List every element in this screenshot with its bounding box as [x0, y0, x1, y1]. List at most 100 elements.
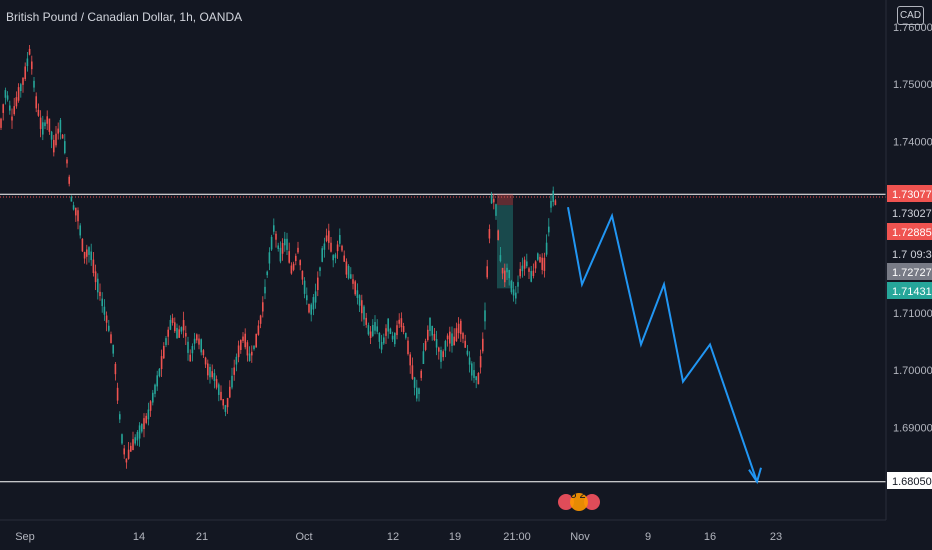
candle-body [451, 333, 453, 346]
candle-body [222, 399, 224, 406]
candle-body [413, 377, 416, 388]
candle-body [116, 387, 119, 401]
x-tick-label: 19 [449, 531, 461, 543]
x-tick-label: 12 [387, 531, 399, 543]
trade-stop-zone[interactable] [497, 194, 513, 206]
candle-body [105, 315, 108, 323]
candle-body [424, 340, 427, 350]
candle-body [83, 251, 86, 259]
candle-body [391, 335, 394, 340]
price-label: 1.72885 [892, 227, 932, 239]
candle-body [273, 225, 275, 232]
candle-body [396, 325, 398, 336]
candle-body [237, 345, 240, 358]
candle-body [50, 131, 53, 140]
candle-body [442, 351, 444, 358]
candle-body [281, 243, 284, 254]
candle-body [398, 319, 400, 324]
candle-body [515, 292, 517, 299]
candle-body [528, 268, 530, 272]
candle-body [13, 106, 15, 115]
y-tick-label: 1.70000 [893, 365, 932, 377]
candle-body [114, 363, 117, 375]
candle-body [20, 84, 22, 92]
candle-body [174, 322, 176, 332]
candle-body [431, 325, 433, 336]
candle-body [266, 271, 268, 276]
candle-body [97, 278, 99, 293]
candle-body [543, 257, 546, 271]
candle-body [224, 405, 227, 412]
candle-body [482, 338, 484, 352]
candle-body [374, 322, 376, 331]
candle-body [292, 263, 295, 270]
candle-body [240, 340, 242, 350]
candle-body [484, 310, 486, 322]
price-label: 1.68050 [892, 476, 932, 488]
candle-body [79, 225, 81, 236]
projection-arrowhead[interactable] [748, 467, 762, 485]
candle-body [94, 271, 97, 283]
trade-target-zone[interactable] [497, 205, 513, 289]
chart-title: British Pound / Canadian Dollar, 1h, OAN… [6, 10, 243, 24]
candle-body [405, 332, 407, 338]
y-tick-label: 1.75000 [893, 79, 932, 91]
candle-body [369, 331, 372, 338]
candle-body [519, 268, 521, 277]
candle-body [297, 247, 299, 253]
candle-body [108, 325, 110, 331]
candle-body [220, 391, 222, 400]
candle-body [435, 339, 438, 348]
candle-body [211, 371, 213, 378]
candle-body [193, 338, 196, 344]
candle-body [101, 298, 103, 307]
candle-body [545, 242, 548, 255]
candle-body [127, 449, 130, 459]
x-tick-label: 21:00 [503, 531, 531, 543]
candle-body [48, 118, 51, 132]
candle-body [295, 255, 297, 262]
candle-body [539, 256, 541, 263]
candle-body [321, 248, 323, 262]
candle-body [53, 139, 55, 153]
events-badge-count: 5 2 [570, 489, 585, 501]
candle-body [152, 392, 154, 403]
candle-body [191, 345, 194, 354]
candle-body [277, 245, 279, 249]
candle-body [198, 338, 200, 345]
candle-body [411, 365, 414, 379]
candle-body [363, 306, 365, 320]
candle-body [532, 270, 535, 276]
projection-path[interactable] [567, 207, 758, 483]
candle-body [231, 375, 233, 388]
candle-body [550, 200, 552, 208]
candle-body [92, 259, 95, 273]
candle-body [477, 372, 480, 385]
candle-body [486, 266, 488, 278]
currency-button[interactable]: CAD [897, 6, 924, 25]
candle-body [438, 347, 440, 352]
candle-body [44, 122, 46, 127]
candle-body [88, 247, 90, 255]
candle-body [306, 295, 308, 301]
candle-body [372, 325, 374, 337]
candle-body [187, 341, 189, 353]
events-badge[interactable]: 5 2 [558, 489, 600, 511]
candle-body [530, 271, 532, 282]
candle-body [433, 333, 436, 341]
x-tick-label: Nov [570, 531, 590, 543]
x-tick-label: 21 [196, 531, 208, 543]
candle-body [11, 116, 13, 121]
candle-body [90, 251, 92, 261]
candle-body [460, 320, 462, 335]
candle-body [332, 255, 334, 261]
candle-body [15, 97, 18, 107]
candle-body [314, 291, 317, 303]
candle-body [17, 87, 20, 101]
candle-body [409, 354, 411, 366]
candle-body [77, 210, 79, 222]
candle-body [455, 328, 458, 342]
candle-body [347, 265, 350, 279]
candle-body [301, 270, 304, 280]
